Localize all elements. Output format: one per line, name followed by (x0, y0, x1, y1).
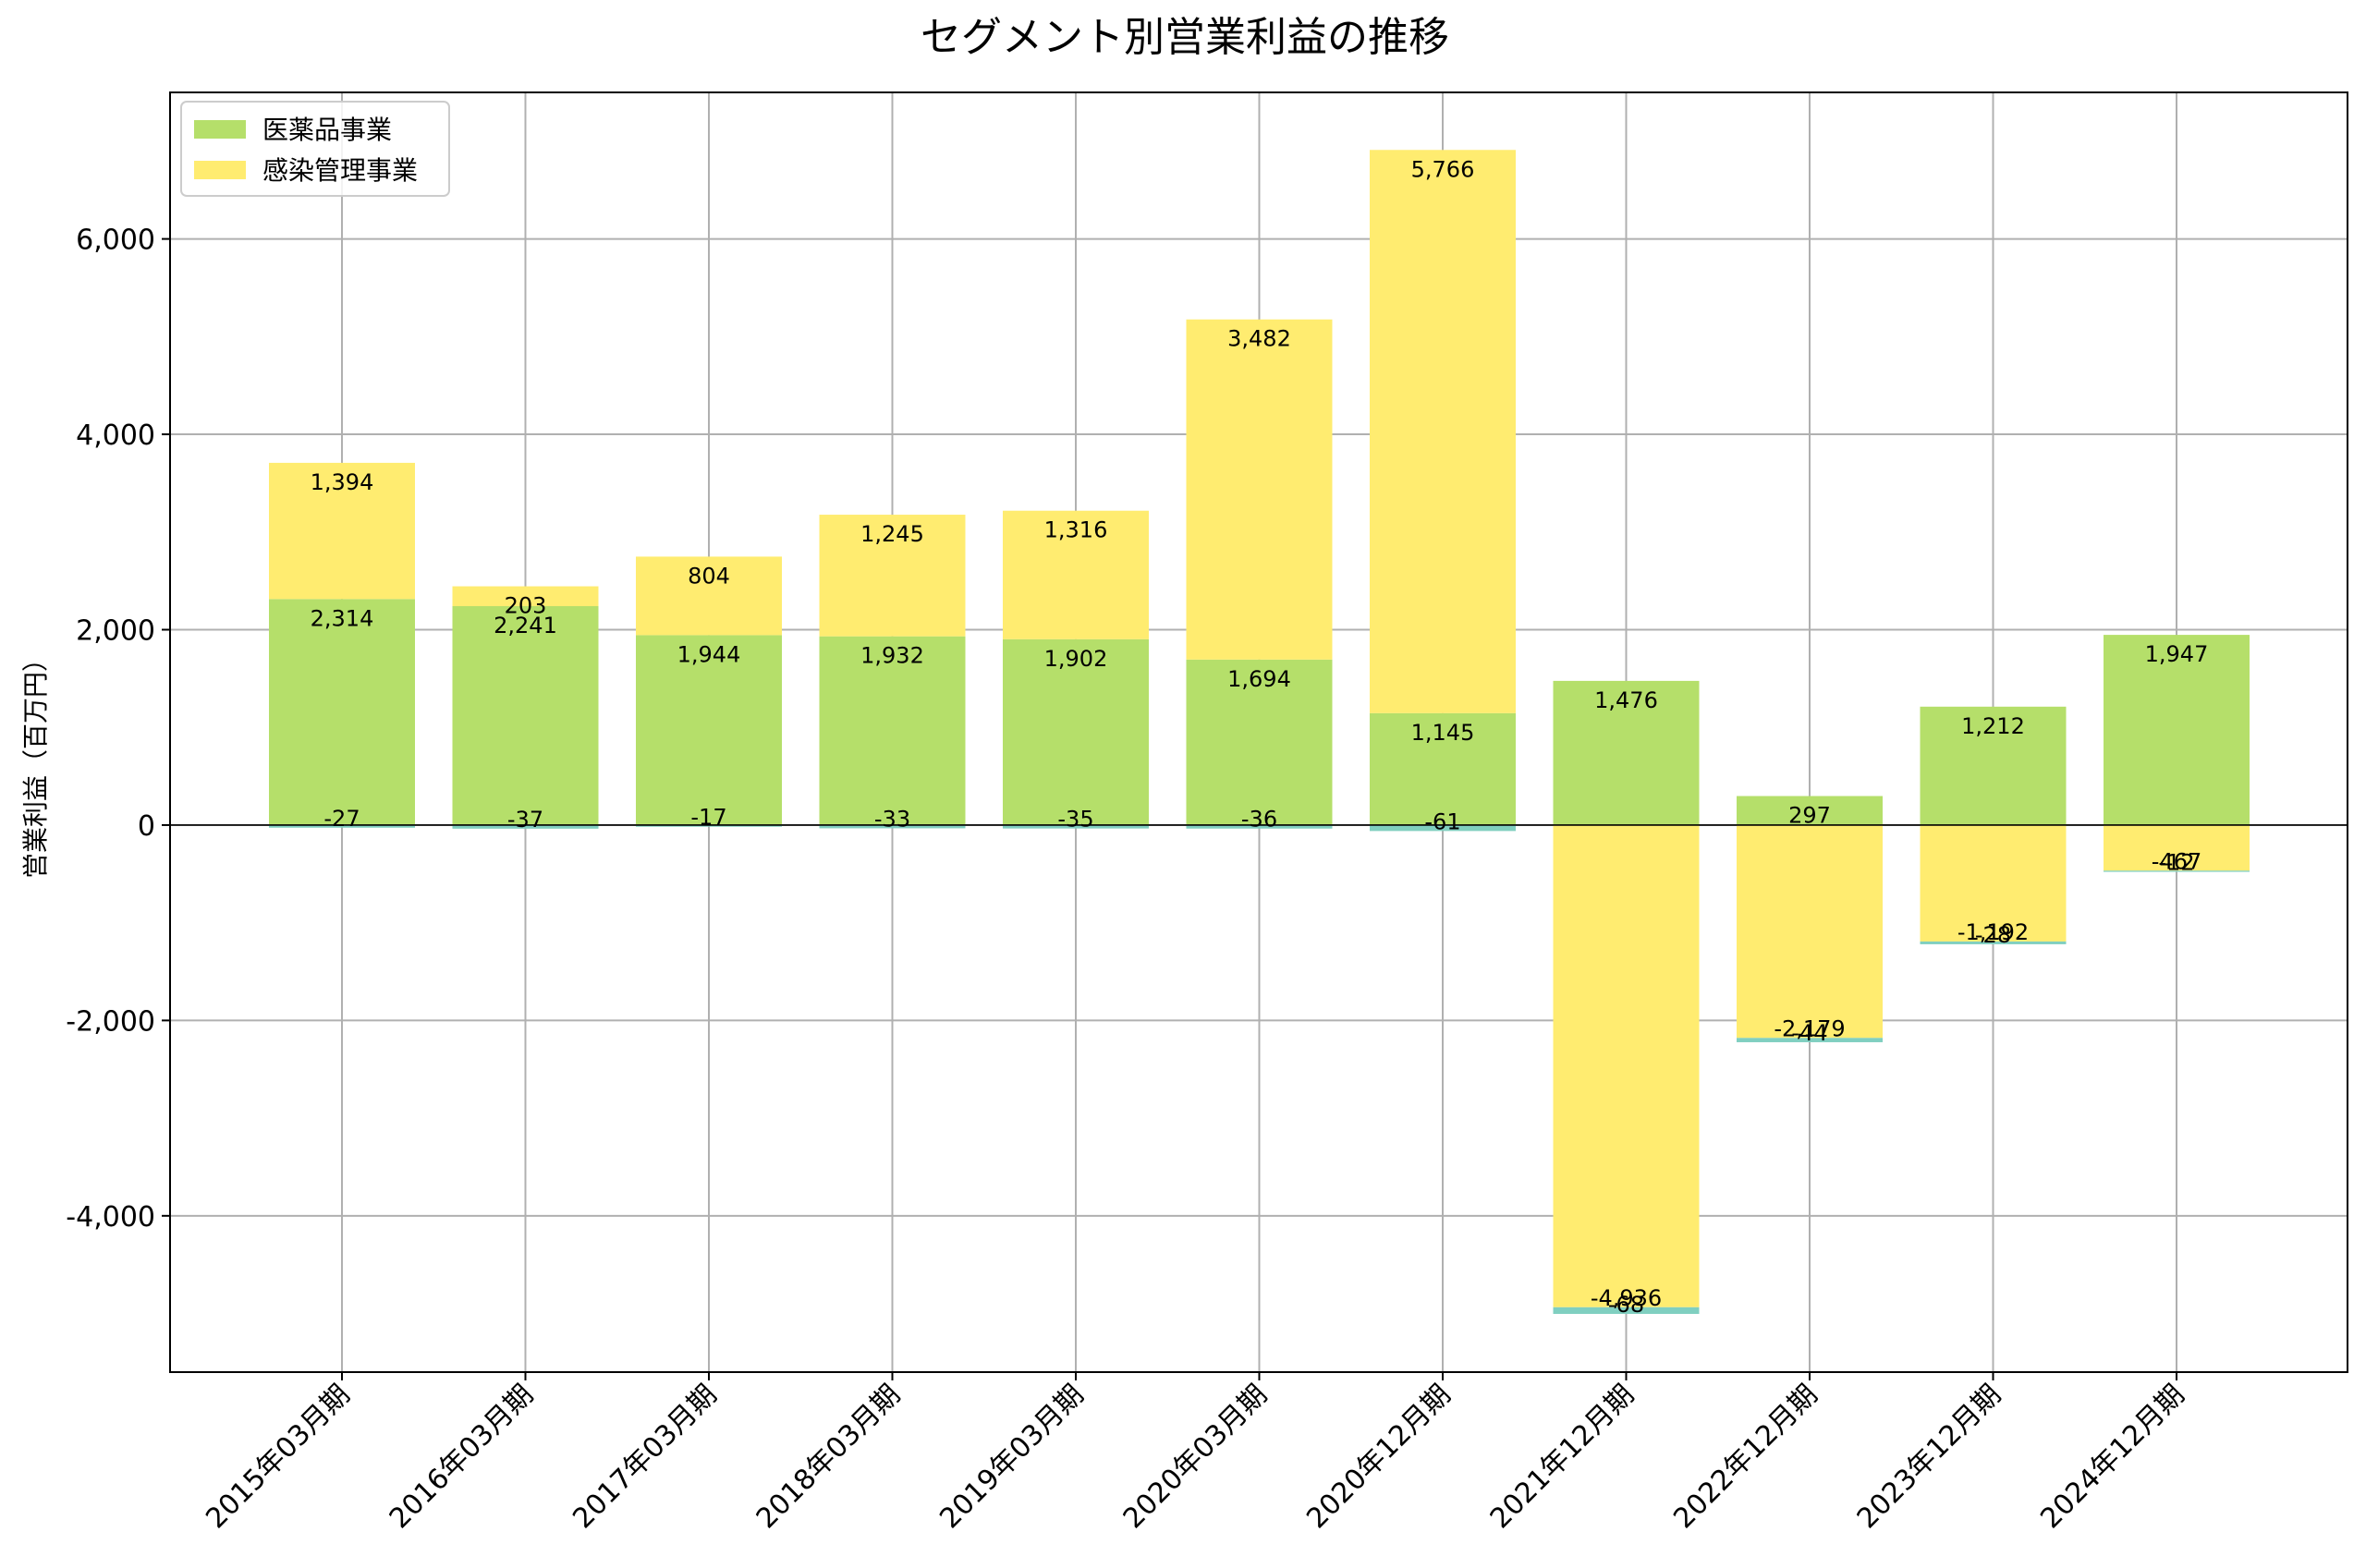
chart-title: セグメント別営業利益の推移 (921, 14, 1449, 61)
data-label: 1,694 (1227, 666, 1291, 692)
legend-label: 医薬品事業 (262, 115, 392, 145)
bars (269, 150, 2250, 1314)
data-label: -12 (2158, 850, 2194, 876)
bar-3-7 (1370, 824, 1516, 832)
data-label: 1,316 (1044, 517, 1108, 543)
bar-2-8 (1553, 824, 1700, 1307)
data-label: -4,936 (1591, 1285, 1662, 1311)
bar-3-6 (1186, 824, 1333, 829)
bar-1-5 (1003, 638, 1149, 825)
bar-2-3 (636, 556, 782, 636)
bar-1-4 (819, 636, 966, 825)
y-tick-label: 6,000 (76, 225, 155, 257)
bar-3-10 (1920, 941, 2067, 944)
bar-1-8 (1553, 680, 1700, 825)
bar-1-11 (2104, 635, 2250, 825)
bar-2-1 (269, 462, 415, 600)
bar-3-5 (1003, 824, 1149, 829)
bar-2-7 (1370, 150, 1516, 713)
x-tick-label: 2016年03月期 (384, 1379, 540, 1535)
bar-1-7 (1370, 712, 1516, 825)
data-label: -467 (2152, 848, 2201, 874)
x-tick-label: 2021年12月期 (1484, 1379, 1640, 1535)
x-tick-label: 2018年03月期 (750, 1379, 907, 1535)
data-label: 1,932 (860, 643, 924, 669)
data-label: -1,192 (1957, 919, 2029, 945)
bar-2-6 (1186, 319, 1333, 660)
bar-1-2 (452, 606, 599, 825)
bar-2-10 (1920, 824, 2067, 942)
y-tick-label: -2,000 (66, 1005, 155, 1038)
x-tick-label: 2023年12月期 (1851, 1379, 2007, 1535)
bar-3-8 (1553, 1307, 1700, 1314)
data-label: 2,241 (494, 613, 557, 638)
data-label: -27 (323, 806, 360, 832)
x-tick-label: 2017年03月期 (567, 1379, 723, 1535)
x-tick-label: 2024年12月期 (2034, 1379, 2190, 1535)
legend-swatch (194, 161, 246, 179)
data-label: -17 (690, 805, 726, 831)
bar-3-1 (269, 824, 415, 828)
x-tick-label: 2020年12月期 (1300, 1379, 1457, 1535)
bar-3-4 (819, 824, 966, 829)
data-label: 297 (1788, 803, 1831, 829)
y-tick-label: -4,000 (66, 1201, 155, 1234)
bar-2-11 (2104, 824, 2250, 871)
data-label: 1,145 (1411, 720, 1475, 746)
bar-1-3 (636, 635, 782, 825)
data-label: 1,902 (1044, 646, 1108, 672)
data-label: -2,179 (1774, 1015, 1845, 1041)
bar-3-2 (452, 824, 599, 829)
data-label: -35 (1057, 807, 1093, 833)
bar-2-5 (1003, 510, 1149, 639)
legend-swatch (194, 120, 246, 139)
data-label: 2,314 (311, 605, 374, 631)
data-label: 5,766 (1411, 156, 1475, 182)
bar-2-2 (452, 586, 599, 607)
y-tick-label: 0 (138, 810, 155, 843)
data-label: -37 (507, 807, 543, 833)
x-tick-label: 2019年03月期 (933, 1379, 1090, 1535)
y-tick-label: 4,000 (76, 419, 155, 452)
data-label: 1,212 (1961, 713, 2025, 739)
data-label: 1,944 (677, 641, 741, 667)
x-tick-label: 2020年03月期 (1117, 1379, 1274, 1535)
bar-1-10 (1920, 706, 2067, 825)
data-label: 1,394 (311, 469, 374, 495)
data-label: -44 (1791, 1020, 1827, 1046)
bar-3-3 (636, 824, 782, 827)
legend-label: 感染管理事業 (262, 155, 418, 186)
data-label: 1,947 (2145, 641, 2209, 667)
bar-3-9 (1737, 1038, 1883, 1042)
bar-1-6 (1186, 659, 1333, 825)
data-label: 3,482 (1227, 326, 1291, 352)
bar-1-9 (1737, 796, 1883, 825)
data-label: -61 (1424, 808, 1460, 834)
data-label: -68 (1608, 1292, 1644, 1318)
bar-3-11 (2104, 870, 2250, 872)
data-label: 1,476 (1594, 687, 1658, 713)
data-label: -36 (1241, 807, 1277, 833)
data-label: -28 (1975, 922, 2011, 948)
y-axis-label: 営業利益（百万円） (20, 646, 51, 879)
y-tick-label: 2,000 (76, 614, 155, 647)
bar-2-4 (819, 515, 966, 637)
bar-2-9 (1737, 824, 1883, 1039)
data-label: -33 (874, 806, 910, 832)
legend-box (180, 101, 450, 197)
x-tick-label: 2015年03月期 (200, 1379, 356, 1535)
data-label: 804 (688, 563, 730, 589)
data-label: 203 (505, 593, 547, 619)
bar-1-1 (269, 599, 415, 825)
data-label: 1,245 (860, 521, 924, 547)
x-tick-label: 2022年12月期 (1667, 1379, 1823, 1535)
